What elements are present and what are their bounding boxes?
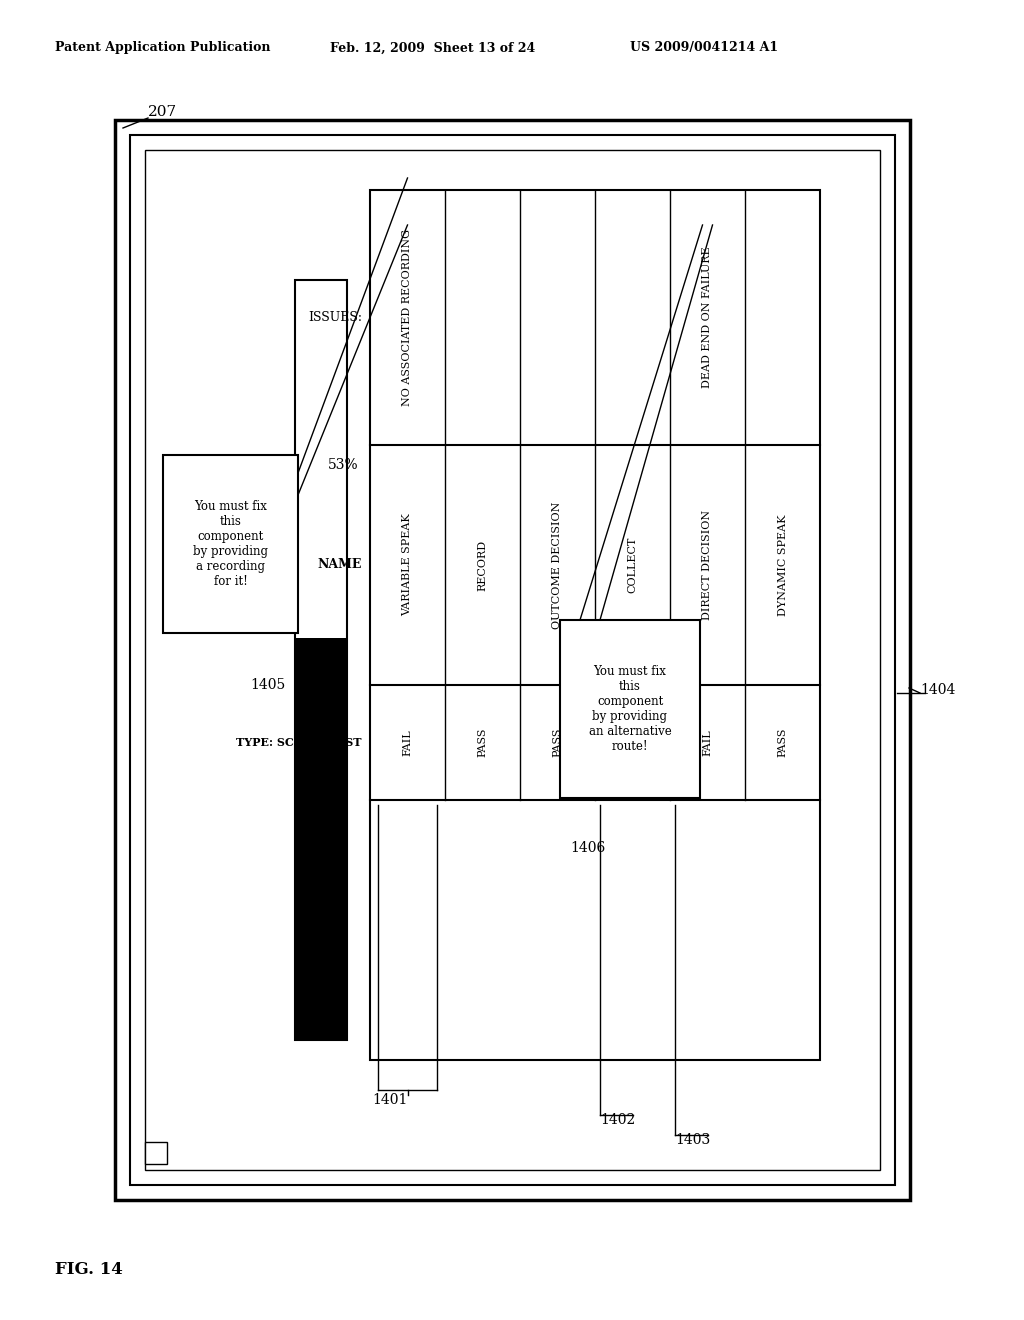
Text: VARIABLE SPEAK: VARIABLE SPEAK xyxy=(402,513,413,616)
Bar xyxy=(295,280,347,1040)
Text: PASS: PASS xyxy=(553,727,562,758)
Text: 207: 207 xyxy=(148,106,177,119)
Text: RECORD: RECORD xyxy=(477,540,487,590)
Text: ISSUES:: ISSUES: xyxy=(308,312,362,323)
Text: 1402: 1402 xyxy=(600,1113,635,1127)
Text: 1406: 1406 xyxy=(570,841,605,855)
Text: DYNAMIC SPEAK: DYNAMIC SPEAK xyxy=(777,515,787,615)
Bar xyxy=(370,190,820,1060)
Text: 1401: 1401 xyxy=(372,1093,408,1107)
Text: 1405: 1405 xyxy=(251,678,286,692)
Text: 1404: 1404 xyxy=(920,682,955,697)
Bar xyxy=(295,638,347,1040)
Text: FAIL: FAIL xyxy=(702,729,713,756)
Text: Patent Application Publication: Patent Application Publication xyxy=(55,41,270,54)
Text: COLLECT: COLLECT xyxy=(628,537,638,593)
Bar xyxy=(560,620,700,799)
Text: DEAD END ON FAILURE: DEAD END ON FAILURE xyxy=(702,247,713,388)
Bar xyxy=(145,150,880,1170)
Text: Feb. 12, 2009  Sheet 13 of 24: Feb. 12, 2009 Sheet 13 of 24 xyxy=(330,41,536,54)
Text: NAME: NAME xyxy=(317,558,362,572)
Text: TYPE: SCRIPT TEST: TYPE: SCRIPT TEST xyxy=(237,737,362,748)
Text: US 2009/0041214 A1: US 2009/0041214 A1 xyxy=(630,41,778,54)
Text: 1403: 1403 xyxy=(675,1133,711,1147)
Bar xyxy=(145,1142,167,1164)
Text: You must fix
this
component
by providing
a recording
for it!: You must fix this component by providing… xyxy=(193,500,268,587)
Text: PASS: PASS xyxy=(477,727,487,758)
Bar xyxy=(115,120,910,1200)
Bar xyxy=(130,135,895,1185)
Text: FAIL: FAIL xyxy=(402,729,413,756)
Text: PASS: PASS xyxy=(628,727,638,758)
Text: OUTCOME DECISION: OUTCOME DECISION xyxy=(553,502,562,628)
Bar xyxy=(163,455,298,634)
Text: PASS: PASS xyxy=(777,727,787,758)
Text: 53%: 53% xyxy=(328,458,358,473)
Text: You must fix
this
component
by providing
an alternative
route!: You must fix this component by providing… xyxy=(589,665,672,752)
Text: FIG. 14: FIG. 14 xyxy=(55,1262,123,1279)
Text: DIRECT DECISION: DIRECT DECISION xyxy=(702,510,713,620)
Text: NO ASSOCIATED RECORDING: NO ASSOCIATED RECORDING xyxy=(402,228,413,407)
